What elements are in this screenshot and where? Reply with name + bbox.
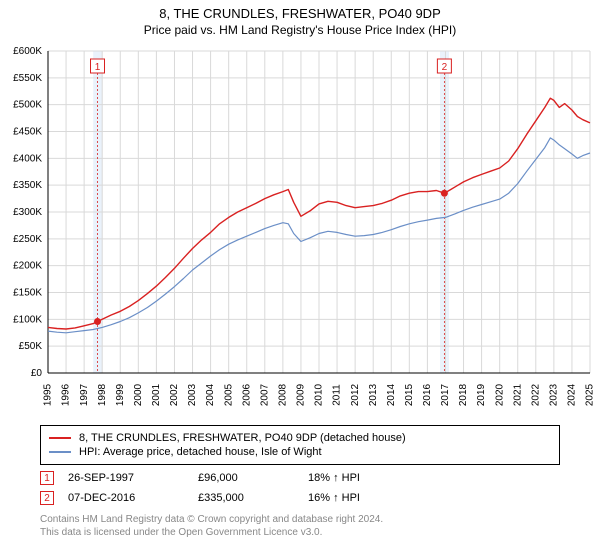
svg-text:£550K: £550K (13, 73, 42, 84)
svg-text:£150K: £150K (13, 288, 42, 299)
legend-row: 8, THE CRUNDLES, FRESHWATER, PO40 9DP (d… (49, 432, 551, 444)
legend-box: 8, THE CRUNDLES, FRESHWATER, PO40 9DP (d… (40, 425, 560, 465)
svg-text:£600K: £600K (13, 46, 42, 57)
svg-text:£450K: £450K (13, 127, 42, 138)
sale-marker-box: 2 (40, 491, 54, 505)
svg-text:2005: 2005 (223, 383, 234, 406)
footer-attribution: Contains HM Land Registry data © Crown c… (40, 513, 560, 539)
svg-text:2011: 2011 (332, 384, 343, 406)
sale-date: 26-SEP-1997 (68, 472, 198, 484)
svg-text:£0: £0 (31, 368, 43, 379)
svg-text:1997: 1997 (79, 383, 90, 406)
svg-text:2016: 2016 (422, 383, 433, 406)
svg-text:1995: 1995 (43, 383, 54, 406)
svg-text:2008: 2008 (278, 383, 289, 406)
sales-table: 1 26-SEP-1997£96,00018% ↑ HPI 2 07-DEC-2016… (40, 471, 560, 505)
svg-text:2000: 2000 (133, 383, 144, 406)
svg-text:£350K: £350K (13, 180, 42, 191)
legend-swatch (49, 437, 71, 439)
svg-text:2002: 2002 (169, 383, 180, 406)
svg-text:1999: 1999 (115, 383, 126, 406)
sale-price: £335,000 (198, 492, 308, 504)
svg-text:2001: 2001 (151, 383, 162, 406)
legend-swatch (49, 451, 71, 453)
chart-title-line2: Price paid vs. HM Land Registry's House … (0, 23, 600, 37)
legend-label: 8, THE CRUNDLES, FRESHWATER, PO40 9DP (d… (79, 432, 406, 444)
footer-line2: This data is licensed under the Open Gov… (40, 526, 560, 539)
svg-text:2022: 2022 (530, 383, 541, 406)
sale-marker-box: 1 (40, 471, 54, 485)
sale-price: £96,000 (198, 472, 308, 484)
svg-text:2007: 2007 (259, 383, 270, 406)
svg-text:2017: 2017 (440, 383, 451, 406)
footer-line1: Contains HM Land Registry data © Crown c… (40, 513, 560, 526)
svg-text:£200K: £200K (13, 261, 42, 272)
chart-title-line1: 8, THE CRUNDLES, FRESHWATER, PO40 9DP (0, 6, 600, 21)
svg-text:2014: 2014 (386, 383, 397, 406)
svg-text:2020: 2020 (494, 383, 505, 406)
legend-row: HPI: Average price, detached house, Isle… (49, 446, 551, 458)
svg-text:2023: 2023 (549, 383, 560, 406)
chart-container: { "title_line1": "8, THE CRUNDLES, FRESH… (0, 6, 600, 539)
svg-text:£250K: £250K (13, 234, 42, 245)
svg-text:2: 2 (442, 62, 448, 73)
svg-text:£300K: £300K (13, 207, 42, 218)
svg-text:2025: 2025 (585, 383, 596, 406)
svg-text:2010: 2010 (314, 383, 325, 406)
sale-delta: 18% ↑ HPI (308, 472, 360, 484)
svg-text:2019: 2019 (476, 383, 487, 406)
legend-and-sales: 8, THE CRUNDLES, FRESHWATER, PO40 9DP (d… (40, 425, 560, 539)
sale-date: 07-DEC-2016 (68, 492, 198, 504)
line-chart: £0 £50K £100K £150K £200K £250K £300K £350K £400… (0, 41, 600, 421)
svg-text:2009: 2009 (296, 383, 307, 406)
svg-text:1998: 1998 (97, 383, 108, 406)
chart-area: £0 £50K £100K £150K £200K £250K £300K £350K £400… (0, 41, 600, 421)
svg-text:1: 1 (95, 62, 101, 73)
svg-text:£50K: £50K (19, 341, 43, 352)
sale-row: 2 07-DEC-2016£335,00016% ↑ HPI (40, 491, 560, 505)
sale-row: 1 26-SEP-1997£96,00018% ↑ HPI (40, 471, 560, 485)
svg-text:2004: 2004 (205, 383, 216, 406)
svg-text:2006: 2006 (241, 383, 252, 406)
svg-text:2021: 2021 (512, 383, 523, 406)
svg-text:2015: 2015 (404, 383, 415, 406)
svg-text:2003: 2003 (187, 383, 198, 406)
svg-text:£500K: £500K (13, 100, 42, 111)
svg-text:£400K: £400K (13, 153, 42, 164)
sale-delta: 16% ↑ HPI (308, 492, 360, 504)
svg-text:2024: 2024 (567, 383, 578, 406)
legend-label: HPI: Average price, detached house, Isle… (79, 446, 322, 458)
svg-text:£100K: £100K (13, 314, 42, 325)
svg-text:1996: 1996 (61, 383, 72, 406)
svg-text:2012: 2012 (350, 383, 361, 406)
svg-text:2018: 2018 (458, 383, 469, 406)
svg-text:2013: 2013 (368, 383, 379, 406)
